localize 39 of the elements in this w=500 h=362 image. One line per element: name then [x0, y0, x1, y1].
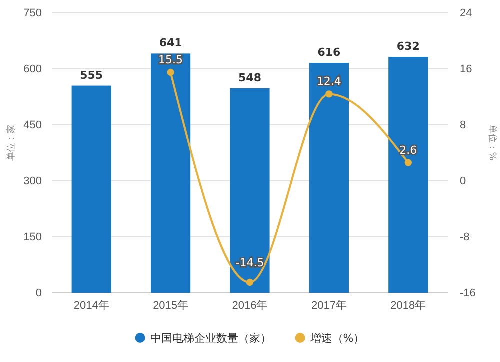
data-label: 2.6	[400, 144, 418, 157]
data-label: 15.5	[158, 54, 184, 66]
data-label: 555	[80, 68, 104, 82]
x-tick-label: 2017年	[311, 300, 347, 312]
point	[326, 90, 333, 98]
point	[404, 159, 412, 166]
point	[167, 68, 174, 76]
y2-tick-label: 8	[460, 120, 466, 132]
x-tick-label: 2016年	[232, 300, 268, 312]
y2-tick-label: 24	[460, 8, 472, 20]
legend-label: 增速（%）	[309, 332, 365, 345]
y-axis-title: 单位：家	[6, 125, 17, 161]
y2-tick-label: -8	[460, 232, 470, 244]
x-tick-label: 2015年	[153, 300, 189, 312]
y-tick-label: 300	[24, 176, 42, 188]
data-label: 12.4	[316, 75, 342, 88]
data-label: 616	[318, 46, 342, 60]
bar	[388, 57, 428, 293]
bar	[230, 88, 270, 293]
bar	[151, 54, 191, 293]
data-label: 632	[396, 40, 420, 54]
y-tick-label: 450	[24, 120, 42, 132]
data-label: -14.5	[236, 256, 264, 270]
x-tick-label: 2014年	[74, 300, 110, 312]
y2-tick-label: 16	[460, 64, 472, 76]
bar	[309, 63, 349, 293]
data-label: 641	[159, 36, 182, 50]
x-tick-label: 2018年	[390, 300, 426, 312]
y-tick-label: 600	[24, 64, 42, 76]
y2-tick-label: -16	[460, 288, 476, 300]
y-tick-label: 750	[24, 8, 42, 20]
y-tick-label: 0	[36, 288, 42, 300]
y2-tick-label: 0	[460, 176, 466, 188]
y-tick-label: 150	[24, 232, 42, 244]
legend-label: 中国电梯企业数量（家）	[150, 332, 272, 345]
y2-axis-title: 单位：%	[487, 125, 498, 162]
point	[246, 278, 254, 286]
bar	[72, 86, 112, 293]
data-label: 548	[238, 71, 262, 84]
